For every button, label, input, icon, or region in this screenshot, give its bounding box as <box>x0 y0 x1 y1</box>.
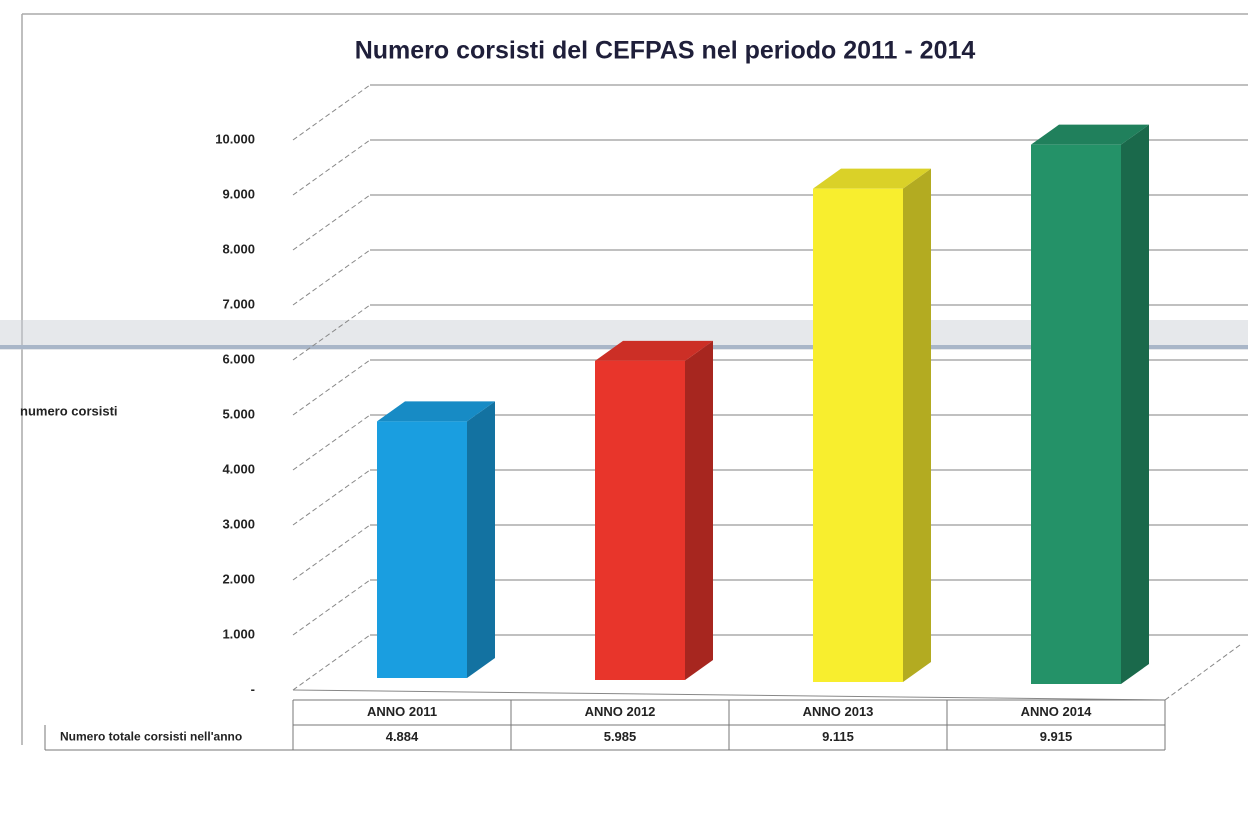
x-tick-label: ANNO 2014 <box>1021 704 1093 719</box>
bar-side <box>685 340 713 680</box>
chart-title: Numero corsisti del CEFPAS nel periodo 2… <box>355 37 976 65</box>
side-grid-line <box>292 194 371 251</box>
bar <box>377 421 467 678</box>
y-tick-label: 2.000 <box>222 571 255 586</box>
side-grid-line <box>292 249 371 306</box>
bar-top <box>377 401 495 422</box>
bar-side <box>903 168 931 683</box>
side-grid-line <box>292 579 371 636</box>
bar <box>813 188 903 683</box>
bar <box>595 360 685 680</box>
side-grid-line <box>292 469 371 526</box>
x-tick-label: ANNO 2012 <box>585 704 656 719</box>
y-tick-label: 4.000 <box>222 461 255 476</box>
x-tick-label: ANNO 2013 <box>803 704 874 719</box>
bar-top <box>813 168 931 189</box>
side-grid-line <box>292 84 371 141</box>
side-grid-line <box>292 634 371 691</box>
bar <box>1031 144 1121 685</box>
bar-top <box>1031 124 1149 145</box>
y-tick-label: 8.000 <box>222 241 255 256</box>
side-grid-line <box>292 359 371 416</box>
y-tick-label: 10.000 <box>215 131 255 146</box>
side-grid-line <box>292 524 371 581</box>
y-tick-label: 9.000 <box>222 186 255 201</box>
floor-front <box>292 689 1166 701</box>
bar-side <box>467 401 495 678</box>
value-label: 9.115 <box>822 729 854 744</box>
y-tick-label: 7.000 <box>222 296 255 311</box>
value-label: 4.884 <box>386 729 419 744</box>
floor-right <box>1164 644 1241 701</box>
bar-side <box>1121 124 1149 685</box>
y-tick-label: 1.000 <box>222 626 255 641</box>
legend-label: Numero totale corsisti nell'anno <box>60 730 242 744</box>
y-tick-label: 3.000 <box>222 516 255 531</box>
y-axis-label: numero corsisti <box>20 403 118 418</box>
side-grid-line <box>292 414 371 471</box>
side-grid-line <box>292 139 371 196</box>
value-label: 9.915 <box>1040 729 1073 744</box>
y-tick-label: 6.000 <box>222 351 255 366</box>
y-tick-label: 5.000 <box>222 406 255 421</box>
x-tick-label: ANNO 2011 <box>367 704 437 719</box>
bar-top <box>595 340 713 361</box>
y-tick-label: - <box>251 681 255 696</box>
value-label: 5.985 <box>604 729 637 744</box>
